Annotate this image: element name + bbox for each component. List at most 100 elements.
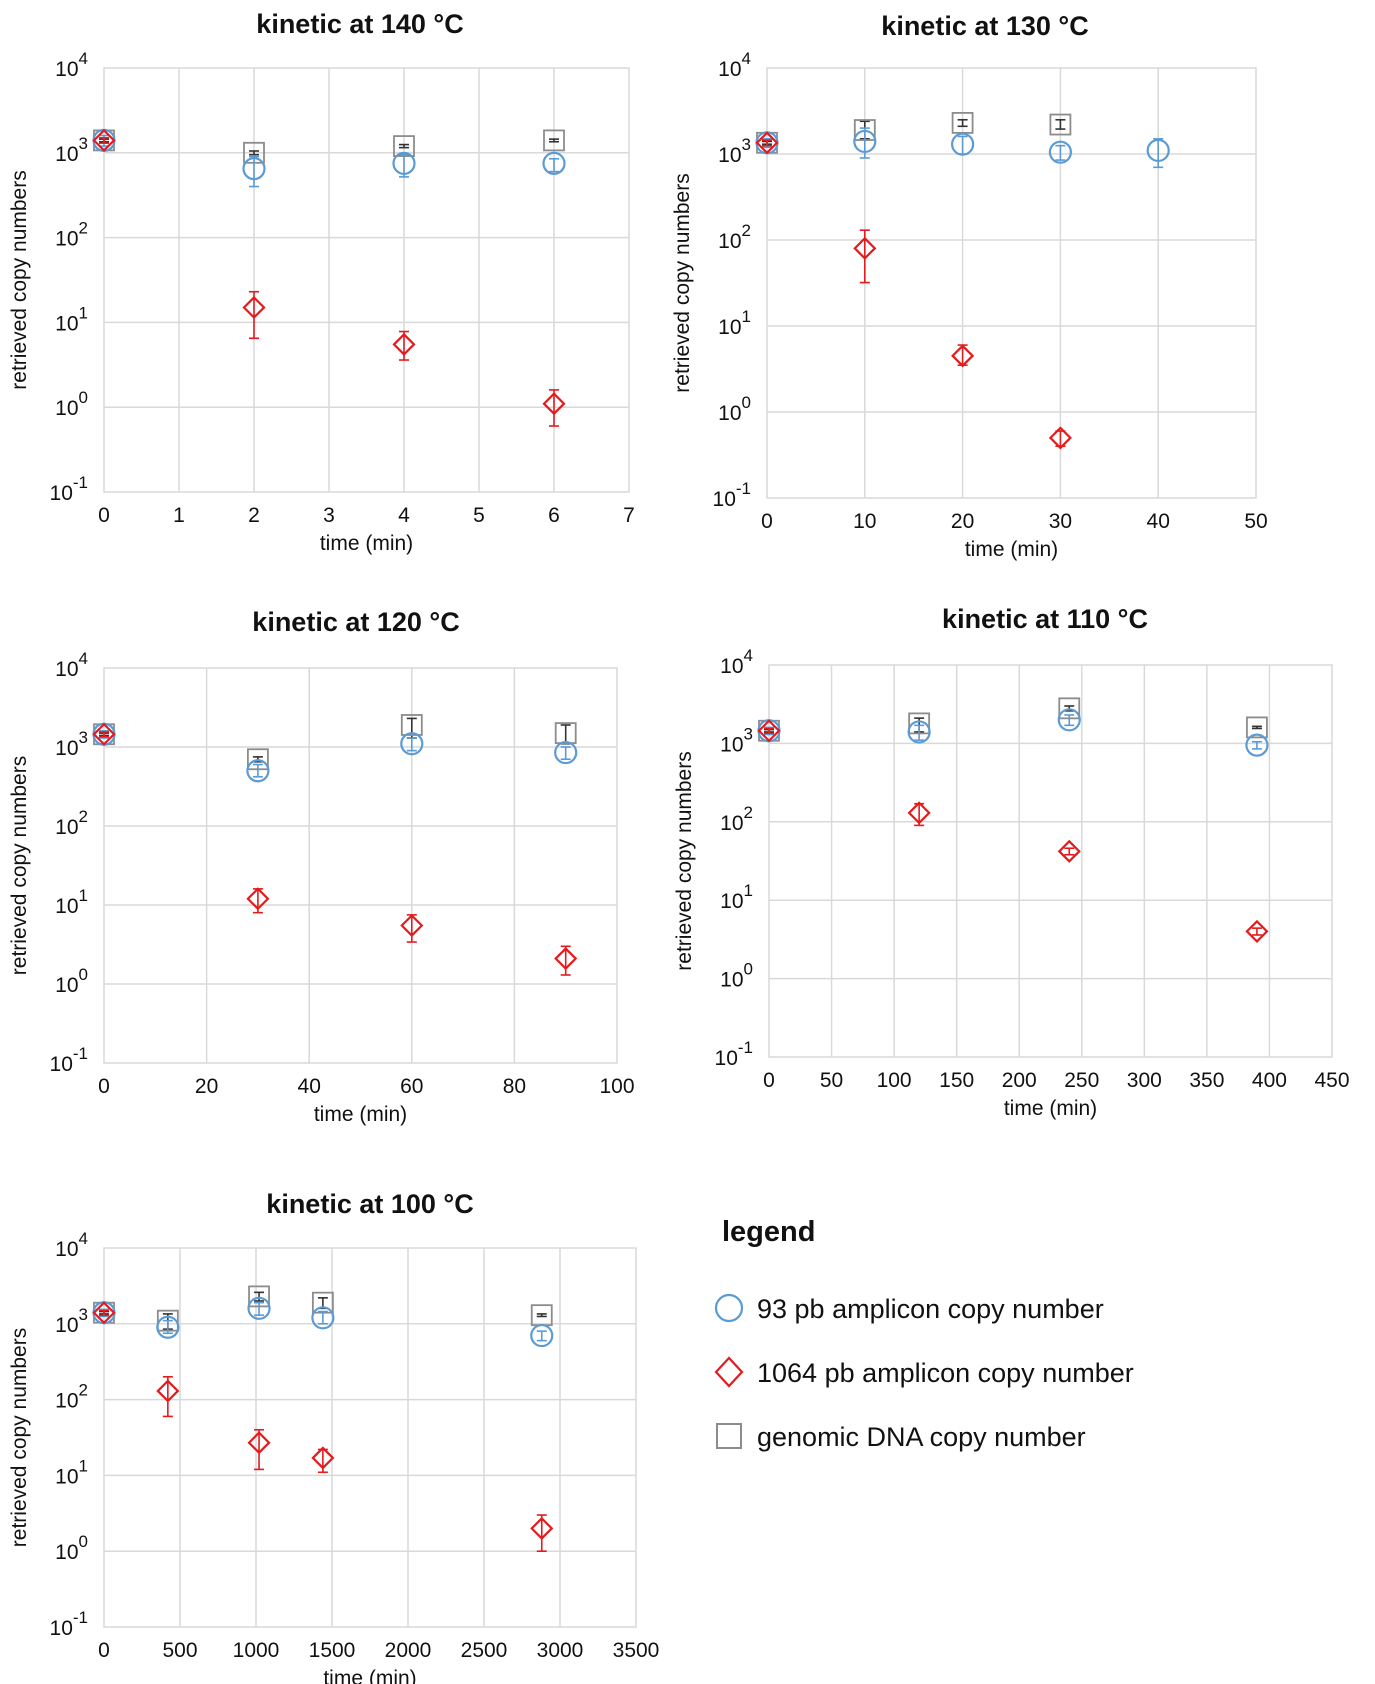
- chart-title: kinetic at 140 °C: [256, 9, 463, 39]
- data-point-diamond: [400, 913, 424, 938]
- y-axis-label: retrieved copy numbers: [8, 1328, 31, 1547]
- series-circle: [92, 722, 578, 783]
- data-point-diamond: [530, 1516, 554, 1540]
- data-point-diamond: [554, 946, 578, 971]
- y-tick-label: 104: [55, 1229, 88, 1261]
- data-point-diamond: [311, 1446, 335, 1470]
- legend-label-1064pb: 1064 pb amplicon copy number: [757, 1358, 1134, 1388]
- x-tick-label: 2500: [461, 1639, 508, 1662]
- y-tick-label: 10-1: [713, 479, 751, 511]
- x-tick-label: 100: [877, 1069, 912, 1092]
- x-tick-label: 150: [939, 1069, 974, 1092]
- data-point-circle: [530, 1323, 554, 1348]
- x-tick-label: 0: [761, 510, 773, 533]
- x-axis-label: time (min): [314, 1103, 407, 1126]
- y-tick-label: 10-1: [50, 1608, 88, 1640]
- x-tick-label: 100: [599, 1075, 634, 1098]
- y-axis-label: retrieved copy numbers: [673, 751, 696, 970]
- data-point-circle: [246, 759, 270, 783]
- y-tick-label: 100: [720, 960, 753, 992]
- data-point-diamond: [246, 887, 270, 911]
- x-tick-label: 5: [473, 504, 485, 527]
- chart-3: kinetic at 110 °C 10-1 100 101 102 103 104 0 50 1…: [673, 604, 1350, 1120]
- series-diamond: [92, 128, 566, 427]
- y-axis-label: retrieved copy numbers: [671, 173, 694, 392]
- data-point-circle: [1048, 140, 1073, 164]
- x-tick-label: 30: [1049, 510, 1072, 533]
- y-tick-label: 101: [55, 1456, 88, 1488]
- data-point-diamond: [92, 722, 116, 746]
- x-tick-label: 450: [1314, 1069, 1349, 1092]
- data-point-square: [400, 714, 423, 736]
- plot-frame: [768, 664, 1333, 1058]
- series-square: [93, 714, 577, 771]
- legend-item-genomic: genomic DNA copy number: [716, 1422, 1086, 1452]
- y-tick-label: 101: [55, 886, 88, 918]
- y-axis-label: retrieved copy numbers: [8, 756, 31, 975]
- y-tick-label: 10-1: [50, 1044, 88, 1076]
- data-point-circle: [156, 1315, 180, 1339]
- series-diamond: [92, 1301, 554, 1552]
- data-point-diamond: [1057, 839, 1081, 863]
- x-tick-label: 4: [398, 504, 410, 527]
- data-point-diamond: [757, 719, 781, 743]
- legend-circle-marker: [714, 1293, 744, 1323]
- x-tick-label: 0: [98, 1639, 110, 1662]
- data-point-diamond: [92, 128, 116, 152]
- y-tick-label: 100: [55, 388, 88, 420]
- data-point-circle: [400, 732, 424, 756]
- data-point-circle: [392, 151, 416, 175]
- plot-frame: [103, 667, 618, 1064]
- data-point-diamond: [1048, 426, 1072, 450]
- data-point-circle: [1057, 708, 1081, 732]
- series-square: [756, 111, 1072, 154]
- y-tick-label: 101: [718, 307, 751, 339]
- y-tick-label: 103: [718, 135, 751, 167]
- x-tick-label: 40: [1147, 510, 1170, 533]
- x-axis-label: time (min): [323, 1667, 416, 1684]
- data-point-circle: [950, 132, 975, 156]
- series-circle: [757, 708, 1269, 757]
- x-tick-label: 0: [98, 1075, 110, 1098]
- data-point-diamond: [242, 295, 266, 320]
- series-square: [758, 697, 1268, 742]
- y-tick-label: 104: [720, 646, 753, 678]
- data-point-diamond: [92, 1301, 116, 1325]
- x-tick-label: 20: [195, 1075, 218, 1098]
- data-point-circle: [247, 1296, 271, 1320]
- data-point-diamond: [755, 131, 779, 155]
- chart-2: kinetic at 120 °C 10-1 100 101 102 103 104 0 20 4…: [8, 607, 635, 1126]
- x-tick-label: 6: [548, 504, 560, 527]
- legend-title: legend: [722, 1216, 815, 1248]
- y-axis-label: retrieved copy numbers: [8, 170, 31, 389]
- y-tick-label: 10-1: [715, 1038, 753, 1070]
- x-tick-label: 250: [1064, 1069, 1099, 1092]
- y-tick-label: 102: [718, 221, 751, 253]
- data-point-diamond: [542, 392, 566, 416]
- legend-label-genomic: genomic DNA copy number: [757, 1422, 1086, 1452]
- x-tick-label: 400: [1252, 1069, 1287, 1092]
- x-tick-label: 3: [323, 504, 335, 527]
- data-point-circle: [242, 157, 266, 181]
- x-tick-label: 200: [1002, 1069, 1037, 1092]
- y-tick-label: 100: [55, 1532, 88, 1564]
- x-tick-label: 80: [503, 1075, 526, 1098]
- x-tick-label: 40: [298, 1075, 321, 1098]
- series-diamond: [92, 722, 578, 976]
- plot-frame: [103, 67, 630, 493]
- x-tick-label: 50: [820, 1069, 843, 1092]
- y-tick-label: 103: [55, 728, 88, 760]
- y-tick-label: 102: [55, 1381, 88, 1413]
- data-point-diamond: [853, 236, 877, 260]
- x-axis-label: time (min): [1004, 1097, 1097, 1120]
- x-tick-label: 500: [162, 1639, 197, 1662]
- x-tick-label: 300: [1127, 1069, 1162, 1092]
- legend-item-93pb: 93 pb amplicon copy number: [714, 1293, 1104, 1324]
- x-tick-label: 10: [853, 510, 876, 533]
- series-diamond: [757, 719, 1269, 943]
- x-tick-label: 2000: [385, 1639, 432, 1662]
- data-point-circle: [853, 129, 877, 154]
- y-tick-label: 103: [55, 1305, 88, 1337]
- x-tick-label: 0: [763, 1069, 775, 1092]
